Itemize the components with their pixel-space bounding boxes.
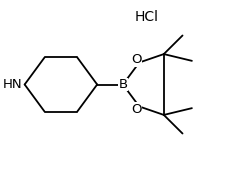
Text: O: O <box>131 54 142 66</box>
Text: O: O <box>131 103 142 115</box>
Text: HN: HN <box>3 78 23 91</box>
Text: HCl: HCl <box>134 10 158 24</box>
Text: B: B <box>118 78 127 91</box>
